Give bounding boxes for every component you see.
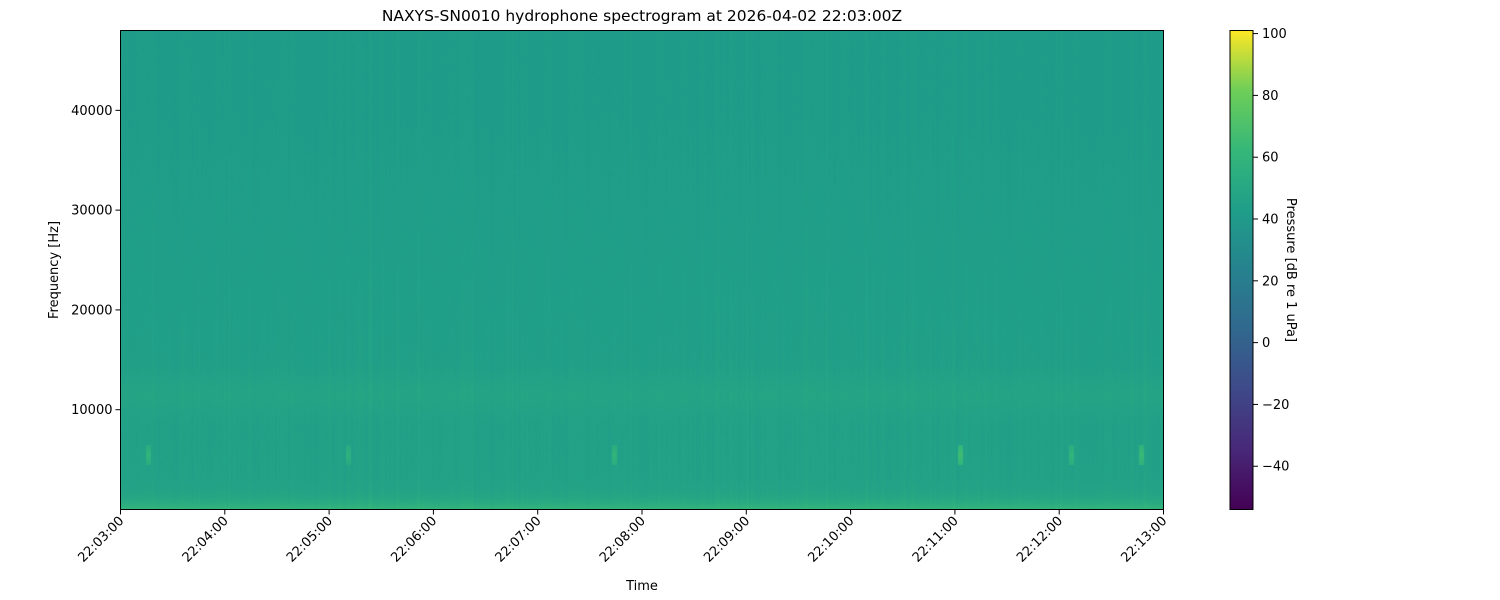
x-tick-label: 22:12:00 <box>1014 514 1066 566</box>
x-tick-label: 22:09:00 <box>701 514 753 566</box>
y-axis-label: Frequency [Hz] <box>47 221 62 319</box>
colorbar-tick-label: 80 <box>1262 89 1279 104</box>
colorbar-tick-label: −40 <box>1262 460 1289 475</box>
colorbar-tick-label: 60 <box>1262 151 1279 166</box>
x-tick-label: 22:06:00 <box>388 514 440 566</box>
x-tick-label: 22:10:00 <box>806 514 858 566</box>
x-tick-label: 22:03:00 <box>75 514 127 566</box>
y-tick-label: 20000 <box>71 303 112 318</box>
spectrogram-image <box>121 31 1163 509</box>
x-tick-label: 22:04:00 <box>180 514 232 566</box>
x-tick-label: 22:05:00 <box>284 514 336 566</box>
colorbar-tick-label: 100 <box>1262 27 1287 42</box>
colorbar-tick-label: −20 <box>1262 398 1289 413</box>
colorbar-label: Pressure [dB re 1 uPa] <box>1283 198 1298 342</box>
colorbar-tick-label: 40 <box>1262 213 1279 228</box>
x-tick-label: 22:07:00 <box>493 514 545 566</box>
colorbar-tick-label: 0 <box>1262 336 1270 351</box>
plot-frame <box>120 30 1164 510</box>
chart-title: NAXYS-SN0010 hydrophone spectrogram at 2… <box>382 7 902 25</box>
x-tick-label: 22:08:00 <box>597 514 649 566</box>
y-tick-label: 30000 <box>71 204 112 219</box>
y-tick-label: 40000 <box>71 104 112 119</box>
y-tick-label: 10000 <box>71 403 112 418</box>
colorbar <box>1229 30 1254 510</box>
x-axis-label: Time <box>625 579 658 594</box>
x-tick-label: 22:11:00 <box>910 514 962 566</box>
colorbar-tick-label: 20 <box>1262 274 1279 289</box>
x-tick-label: 22:13:00 <box>1118 514 1170 566</box>
